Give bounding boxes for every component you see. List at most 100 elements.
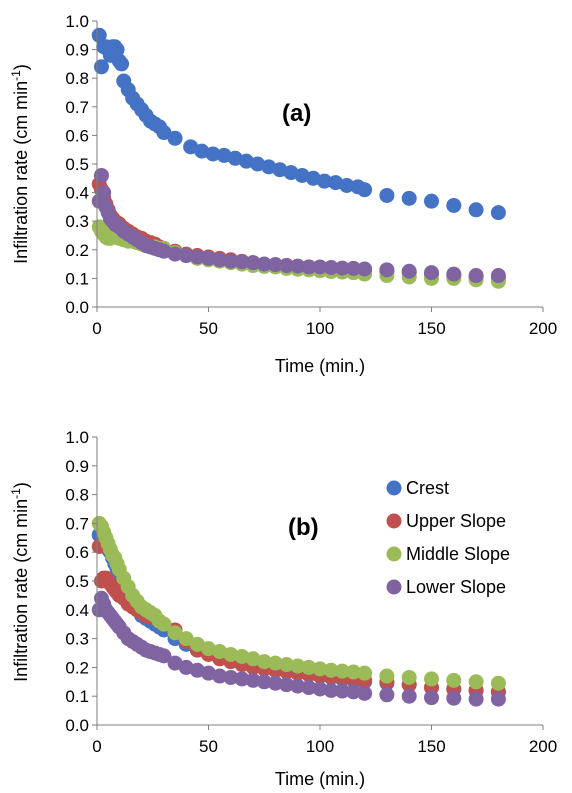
- chart-b-series-3-point: [212, 668, 228, 684]
- chart-b-y-tick-label: 0.2: [65, 658, 89, 677]
- chart-b-y-tick-label: 0.3: [65, 630, 89, 649]
- chart-b-legend-marker: [386, 480, 402, 496]
- chart-a-marks: [91, 27, 506, 289]
- chart-a-x-tick-label: 0: [92, 319, 101, 338]
- chart-a-series-3-point: [212, 252, 228, 268]
- chart-b-y-tick-label: 0.0: [65, 716, 89, 735]
- chart-a-series-3-point: [223, 253, 239, 269]
- chart-b-series-3-point: [156, 648, 172, 664]
- chart-b-y-tick-label: 0.5: [65, 572, 89, 591]
- chart-a-series-3-point: [167, 246, 183, 262]
- chart-a-series-3-point: [334, 260, 350, 276]
- chart-b-series-3-point: [256, 674, 272, 690]
- chart-a-series-3-point: [312, 259, 328, 275]
- chart-a-y-tick-label: 0.2: [65, 241, 89, 260]
- chart-b-series-2-point: [267, 655, 283, 671]
- chart-a-y-ticks: 0.0 0.1 0.2 0.3 0.4 0.5 0.6 0.7 0.8 0.9 1.0: [65, 12, 97, 317]
- chart-a-series-0-point: [339, 177, 355, 193]
- chart-b-series-3-point: [379, 687, 395, 703]
- chart-b-series-3-point: [290, 678, 306, 694]
- chart-a-series-0-point: [424, 193, 439, 209]
- chart-b-marks: [91, 515, 506, 707]
- chart-b-series-2-point: [468, 674, 484, 690]
- chart-a-x-tick-label: 50: [199, 319, 218, 338]
- chart-b-legend-label: Lower Slope: [406, 577, 506, 597]
- chart-b-y-label-main: Infiltration rate (cm min: [11, 499, 31, 682]
- chart-a-series-3-point: [379, 262, 395, 278]
- chart-b-series-3-point: [223, 669, 239, 685]
- chart-b-legend-marker: [386, 513, 402, 529]
- chart-b-series-3-point: [401, 688, 417, 704]
- chart-b-y-label-close: ): [11, 482, 31, 488]
- chart-a-series-0-point: [468, 202, 484, 218]
- chart-b-series-2-point: [223, 646, 239, 662]
- chart-b-series-2-point: [490, 675, 506, 691]
- chart-b-series-2-point: [234, 648, 250, 664]
- chart-b-y-label: Infiltration rate (cm min-1): [9, 482, 31, 682]
- chart-b-series-2-point: [446, 672, 462, 688]
- chart-b-x-tick-label: 150: [417, 737, 445, 756]
- chart-a-series-3-point: [424, 265, 439, 281]
- chart-b-series-3-point: [301, 680, 317, 696]
- chart-a-series-0-point: [401, 190, 417, 206]
- chart-b-series-2-point: [379, 668, 395, 684]
- chart-b-x-tick-label: 100: [306, 737, 334, 756]
- chart-a-panel-label: (a): [282, 100, 311, 127]
- chart-a-y-tick-label: 0.9: [65, 41, 89, 60]
- chart-a-series-0-point: [109, 42, 125, 58]
- chart-a-series-3-point: [256, 256, 272, 272]
- chart-b-y-tick-label: 0.4: [65, 601, 89, 620]
- chart-b-panel-label: (b): [288, 514, 319, 541]
- chart-a-series-0-point: [167, 130, 183, 146]
- chart-b-series-3-point: [334, 683, 350, 699]
- chart-a-series-3-point: [468, 268, 484, 284]
- chart-b: 0.0 0.1 0.2 0.3 0.4 0.5 0.6 0.7 0.8 0.9 1.0 0 50 100…: [9, 428, 557, 789]
- chart-a-x-label: Time (min.): [275, 356, 365, 376]
- chart-b-legend-label: Crest: [406, 478, 449, 498]
- chart-a-series-0-point: [114, 56, 130, 72]
- chart-a-x-tick-label: 100: [306, 319, 334, 338]
- chart-b-series-3-point: [424, 690, 439, 706]
- chart-b-series-2-point: [323, 662, 339, 678]
- chart-a-series-3-point: [93, 167, 109, 183]
- chart-b-x-tick-label: 200: [529, 737, 557, 756]
- chart-a-series-3-point: [178, 248, 194, 264]
- chart-b-series-3-point: [323, 682, 339, 698]
- chart-a-y-tick-label: 0.5: [65, 155, 89, 174]
- chart-a-series-3-point: [201, 250, 216, 266]
- chart-a-series-0-point: [91, 27, 107, 43]
- chart-b-legend-label: Upper Slope: [406, 511, 506, 531]
- chart-a-series-3-point: [189, 249, 205, 265]
- chart-a-series-0-point: [93, 59, 109, 75]
- chart-b-series-2-point: [256, 654, 272, 670]
- chart-b-x-tick-label: 50: [199, 737, 218, 756]
- chart-a-y-tick-label: 0.4: [65, 184, 89, 203]
- chart-b-series-3-point: [279, 677, 295, 693]
- chart-a-series-3-point: [279, 258, 295, 274]
- chart-b-legend-marker: [386, 579, 402, 595]
- chart-a-series-0-point: [205, 146, 221, 162]
- chart-a: 0.0 0.1 0.2 0.3 0.4 0.5 0.6 0.7 0.8 0.9 1.0 0 50 100…: [9, 12, 557, 376]
- chart-a-y-tick-label: 1.0: [65, 12, 89, 31]
- chart-b-series-3-point: [357, 685, 373, 701]
- chart-b-series-2-point: [279, 657, 295, 673]
- chart-a-y-label-main: Infiltration rate (cm min: [11, 81, 31, 264]
- chart-a-y-label-close: ): [11, 64, 31, 70]
- chart-a-y-tick-label: 0.1: [65, 269, 89, 288]
- chart-a-series-3-point: [357, 261, 373, 277]
- chart-b-y-ticks: 0.0 0.1 0.2 0.3 0.4 0.5 0.6 0.7 0.8 0.9 1.0: [65, 428, 97, 735]
- chart-b-x-tick-label: 0: [92, 737, 101, 756]
- chart-b-y-tick-label: 0.8: [65, 486, 89, 505]
- chart-a-y-tick-label: 0.3: [65, 212, 89, 231]
- chart-b-series-3-point: [234, 671, 250, 687]
- chart-b-series-2-point: [290, 658, 306, 674]
- chart-b-series-2-point: [156, 616, 172, 632]
- chart-a-y-tick-label: 0.0: [65, 298, 89, 317]
- chart-a-y-label: Infiltration rate (cm min-1): [9, 64, 31, 264]
- chart-a-series-0-point: [446, 197, 462, 213]
- chart-a-series-0-point: [379, 187, 395, 203]
- chart-a-series-3-point: [301, 259, 317, 275]
- chart-b-series-2-point: [401, 669, 417, 685]
- chart-b-y-label-sup: -1: [9, 488, 23, 499]
